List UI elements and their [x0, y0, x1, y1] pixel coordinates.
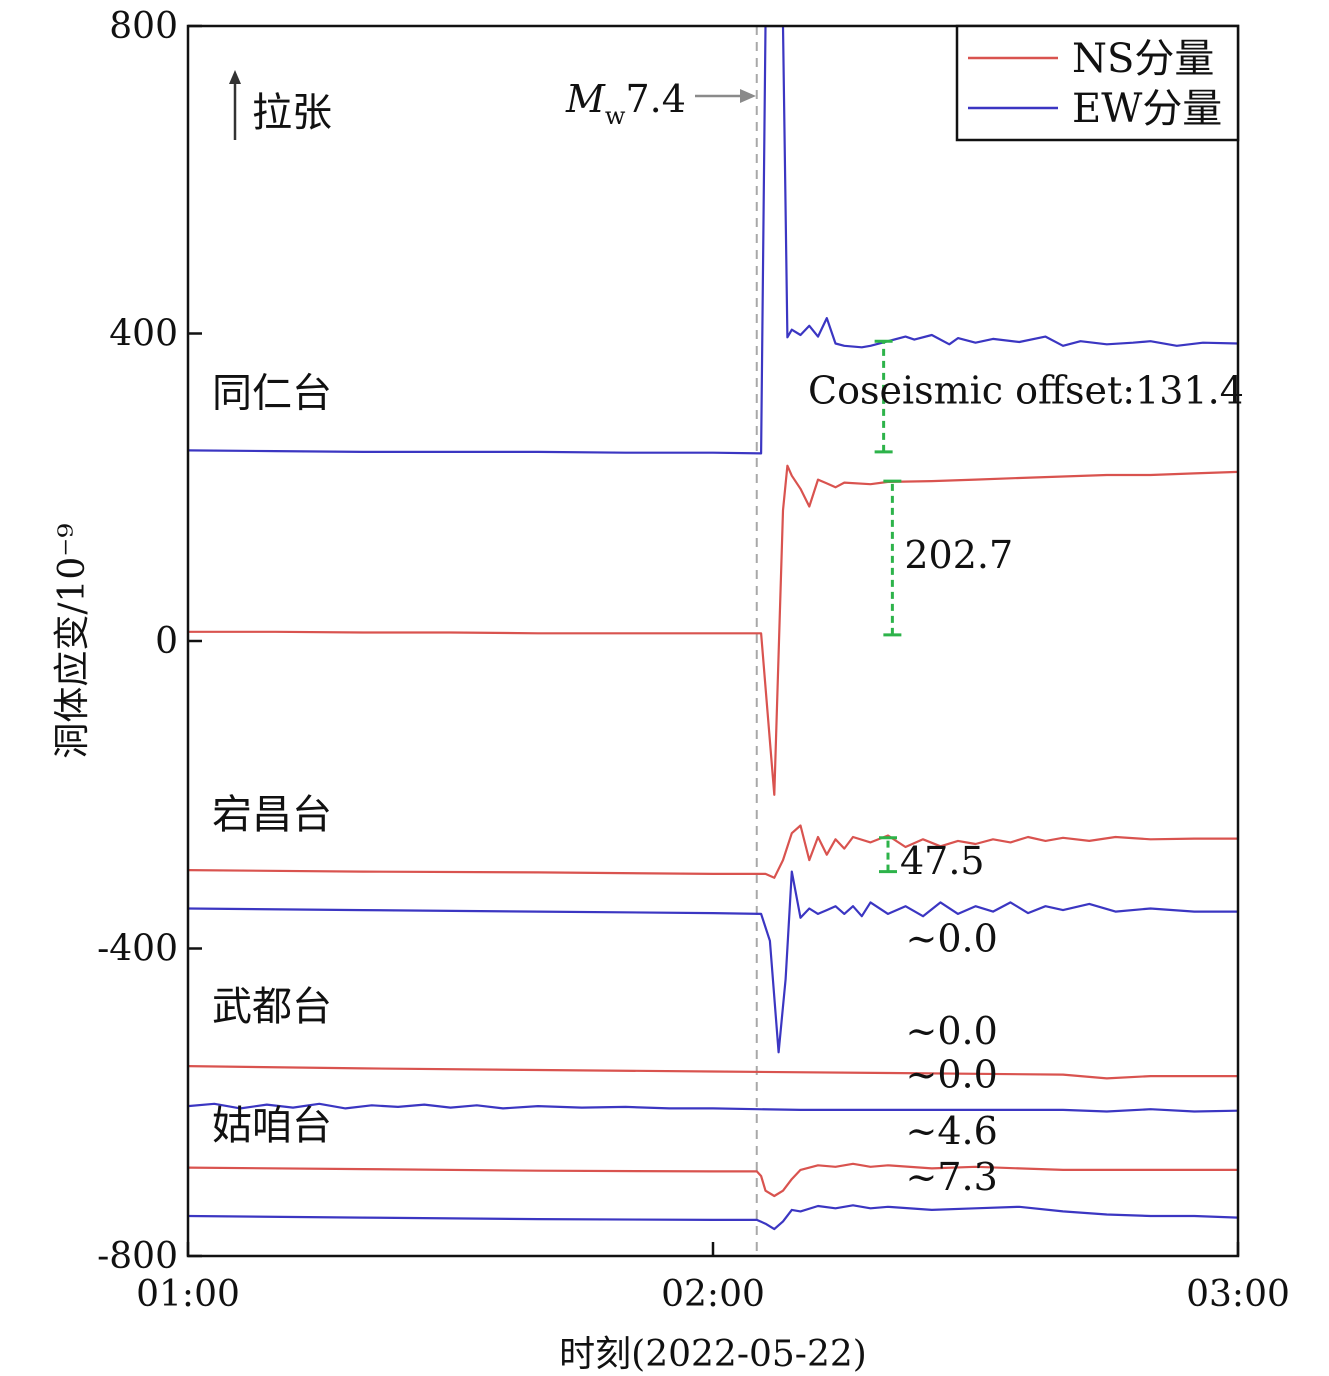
offset-label-2: 202.7 — [904, 533, 1013, 577]
series-line-4-ew — [188, 1204, 1238, 1231]
offset-label-8: ~7.3 — [906, 1155, 998, 1199]
event-magnitude-label: Mw7.4 — [565, 77, 686, 130]
series-line-4-ns — [188, 1162, 1238, 1198]
series-line-3-ns — [188, 1065, 1238, 1080]
series-line-3-ew — [188, 1102, 1238, 1113]
x-tick-label-1: 01:00 — [136, 1274, 240, 1315]
offset-label-7: ~4.6 — [906, 1109, 998, 1153]
tension-arrow-head — [229, 70, 241, 84]
event-arrow-head — [740, 89, 756, 103]
y-tick-label-5: -800 — [97, 1236, 178, 1277]
legend-label-2: EW分量 — [1072, 86, 1222, 132]
station-label-4: 姑咱台 — [212, 1103, 332, 1149]
legend-label-1: NS分量 — [1072, 36, 1214, 82]
tension-label: 拉张 — [252, 90, 332, 136]
legend-box — [955, 24, 1240, 142]
series-line-1-ns — [188, 464, 1238, 796]
y-tick-label-3: 0 — [155, 621, 178, 662]
offset-label-3: 47.5 — [900, 839, 985, 883]
series-line-1-ew — [188, 26, 1238, 455]
x-axis-title: 时刻(2022-05-22) — [559, 1334, 867, 1375]
offset-label-1: Coseismic offset:131.4 — [808, 368, 1244, 412]
y-axis-title: 洞体应变/10⁻⁹ — [52, 523, 93, 758]
y-tick-label-1: 800 — [109, 6, 178, 47]
x-tick-label-2: 02:00 — [661, 1274, 765, 1315]
station-label-1: 同仁台 — [212, 371, 332, 417]
offset-label-6: ~0.0 — [906, 1053, 998, 1097]
y-tick-label-2: 400 — [109, 314, 178, 355]
series-line-2-ew — [188, 870, 1238, 1054]
station-label-2: 宕昌台 — [212, 792, 332, 838]
offset-label-4: ~0.0 — [906, 917, 998, 961]
offset-layer — [874, 339, 902, 874]
y-tick-label-4: -400 — [97, 929, 178, 970]
station-label-3: 武都台 — [212, 984, 332, 1030]
offset-label-5: ~0.0 — [906, 1009, 998, 1053]
x-tick-label-3: 03:00 — [1186, 1274, 1290, 1315]
